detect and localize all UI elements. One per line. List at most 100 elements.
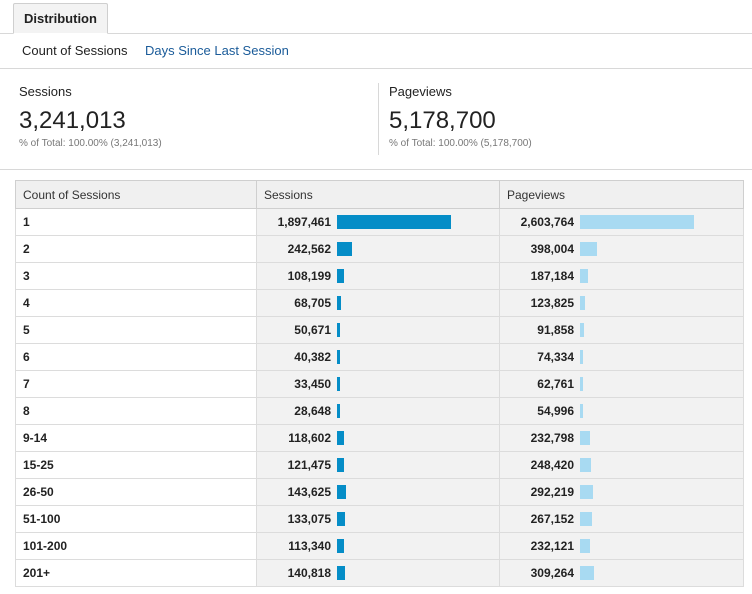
row-label: 1 <box>15 208 257 236</box>
pageviews-cell: 187,184 <box>499 262 744 290</box>
row-label: 15-25 <box>15 451 257 479</box>
pageviews-cell: 309,264 <box>499 559 744 587</box>
sessions-value: 242,562 <box>287 242 331 256</box>
table-row: 15-25 121,475 248,420 <box>15 451 744 479</box>
tab-distribution[interactable]: Distribution <box>13 3 108 34</box>
sessions-value: 28,648 <box>294 404 331 418</box>
sessions-value: 118,602 <box>288 431 331 445</box>
table-row: 1 1,897,461 2,603,764 <box>15 208 744 236</box>
table-row: 26-50 143,625 292,219 <box>15 478 744 506</box>
row-label: 7 <box>15 370 257 398</box>
distribution-table: Count of Sessions Sessions Pageviews 1 1,… <box>15 180 744 587</box>
sessions-bar <box>337 269 344 283</box>
sessions-value: 143,625 <box>287 485 331 499</box>
sessions-cell: 50,671 <box>256 316 500 344</box>
sub-navigation: Count of Sessions Days Since Last Sessio… <box>0 34 752 69</box>
pageviews-cell: 232,798 <box>499 424 744 452</box>
table-body: 1 1,897,461 2,603,764 2 242,562 398,004 3 108,1… <box>15 208 744 587</box>
sessions-bar <box>337 242 352 256</box>
pageviews-cell: 74,334 <box>499 343 744 371</box>
pageviews-value: 187,184 <box>530 269 574 283</box>
pageviews-bar <box>580 350 583 364</box>
pageviews-value: 267,152 <box>530 512 574 526</box>
row-label: 51-100 <box>15 505 257 533</box>
sessions-value: 108,199 <box>287 269 331 283</box>
sessions-cell: 1,897,461 <box>256 208 500 236</box>
sessions-value: 40,382 <box>294 350 331 364</box>
pageviews-cell: 248,420 <box>499 451 744 479</box>
pageviews-value: 292,219 <box>530 485 574 499</box>
sessions-bar <box>337 377 340 391</box>
pageviews-bar <box>580 404 583 418</box>
row-label: 8 <box>15 397 257 425</box>
sessions-cell: 121,475 <box>256 451 500 479</box>
pageviews-bar <box>580 323 584 337</box>
pageviews-bar <box>580 431 590 445</box>
sessions-value: 113,340 <box>288 539 331 553</box>
sessions-bar <box>337 485 346 499</box>
table-row: 4 68,705 123,825 <box>15 289 744 317</box>
pageviews-value: 74,334 <box>537 350 574 364</box>
sessions-bar <box>337 215 451 229</box>
pageviews-value: 91,858 <box>537 323 574 337</box>
pageviews-value: 54,996 <box>537 404 574 418</box>
table-row: 8 28,648 54,996 <box>15 397 744 425</box>
pageviews-value: 248,420 <box>530 458 574 472</box>
table-row: 201+ 140,818 309,264 <box>15 559 744 587</box>
pageviews-bar <box>580 377 583 391</box>
sessions-cell: 28,648 <box>256 397 500 425</box>
pageviews-cell: 123,825 <box>499 289 744 317</box>
pageviews-bar <box>580 242 597 256</box>
sessions-metric-total: % of Total: 100.00% (3,241,013) <box>19 138 162 149</box>
pageviews-value: 2,603,764 <box>520 215 574 229</box>
pageviews-cell: 62,761 <box>499 370 744 398</box>
row-label: 26-50 <box>15 478 257 506</box>
pageviews-metric-label: Pageviews <box>389 84 452 99</box>
pageviews-cell: 91,858 <box>499 316 744 344</box>
sessions-cell: 68,705 <box>256 289 500 317</box>
column-header-pageviews[interactable]: Pageviews <box>499 180 744 209</box>
pageviews-value: 232,798 <box>530 431 574 445</box>
sessions-cell: 108,199 <box>256 262 500 290</box>
pageviews-bar <box>580 296 585 310</box>
column-header-count-of-sessions[interactable]: Count of Sessions <box>15 180 257 209</box>
pageviews-value: 62,761 <box>537 377 574 391</box>
table-row: 7 33,450 62,761 <box>15 370 744 398</box>
row-label: 201+ <box>15 559 257 587</box>
row-label: 2 <box>15 235 257 263</box>
subnav-days-since-last-session-link[interactable]: Days Since Last Session <box>145 43 289 58</box>
table-row: 3 108,199 187,184 <box>15 262 744 290</box>
sessions-bar <box>337 458 344 472</box>
row-label: 101-200 <box>15 532 257 560</box>
sessions-bar <box>337 296 341 310</box>
pageviews-cell: 292,219 <box>499 478 744 506</box>
sessions-bar <box>337 404 340 418</box>
column-header-sessions[interactable]: Sessions <box>256 180 500 209</box>
pageviews-value: 232,121 <box>530 539 574 553</box>
sessions-cell: 242,562 <box>256 235 500 263</box>
table-row: 9-14 118,602 232,798 <box>15 424 744 452</box>
pageviews-bar <box>580 539 590 553</box>
pageviews-metric: Pageviews 5,178,700 % of Total: 100.00% … <box>378 83 532 155</box>
pageviews-metric-total: % of Total: 100.00% (5,178,700) <box>389 138 532 149</box>
sessions-cell: 113,340 <box>256 532 500 560</box>
sessions-value: 68,705 <box>294 296 331 310</box>
pageviews-metric-value: 5,178,700 <box>389 107 496 134</box>
sessions-cell: 133,075 <box>256 505 500 533</box>
sessions-bar <box>337 431 344 445</box>
row-label: 6 <box>15 343 257 371</box>
pageviews-bar <box>580 458 591 472</box>
pageviews-cell: 2,603,764 <box>499 208 744 236</box>
sessions-metric-value: 3,241,013 <box>19 107 126 134</box>
sessions-cell: 140,818 <box>256 559 500 587</box>
table-row: 5 50,671 91,858 <box>15 316 744 344</box>
table-row: 101-200 113,340 232,121 <box>15 532 744 560</box>
pageviews-bar <box>580 512 592 526</box>
pageviews-bar <box>580 215 694 229</box>
sessions-value: 50,671 <box>294 323 331 337</box>
pageviews-bar <box>580 566 594 580</box>
pageviews-value: 123,825 <box>530 296 574 310</box>
sessions-metric-label: Sessions <box>19 84 72 99</box>
sessions-value: 33,450 <box>294 377 331 391</box>
table-row: 2 242,562 398,004 <box>15 235 744 263</box>
